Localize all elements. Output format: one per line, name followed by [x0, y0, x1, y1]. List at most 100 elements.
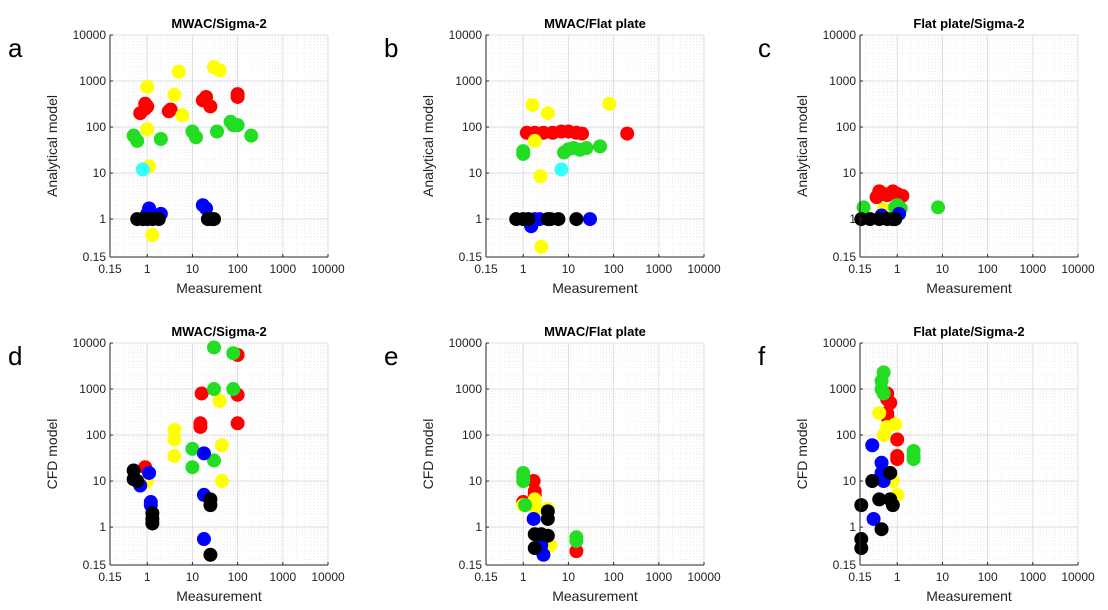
plot-area: [486, 343, 704, 565]
data-point: [890, 432, 905, 447]
x-tick-label: 0.15: [98, 570, 122, 584]
grid: [859, 34, 1079, 258]
series-red: [869, 184, 910, 205]
data-point: [206, 382, 221, 397]
x-tick-label: 0.15: [848, 262, 872, 276]
y-tick-label: 1000: [79, 382, 106, 396]
x-axis-label: Measurement: [552, 280, 638, 296]
y-tick-label: 10000: [73, 336, 107, 350]
data-point: [230, 118, 245, 133]
panel-b: 0.15 1 10 100 1000 10000 0.15 1 10 100 1000 10000 MW…: [384, 16, 721, 296]
data-point: [140, 99, 155, 114]
x-tick-label: 100: [604, 570, 624, 584]
x-tick-label: 10: [936, 262, 950, 276]
x-tick-label: 1000: [1019, 262, 1046, 276]
series-green: [516, 465, 584, 548]
series-black: [130, 212, 221, 227]
data-point: [163, 102, 178, 117]
data-point: [203, 99, 218, 114]
y-tick-label: 0.15: [833, 250, 857, 264]
data-point: [865, 474, 880, 489]
panel-d: 0.15 1 10 100 1000 10000 0.15 1 10 100 1000 10000 MW…: [8, 324, 345, 604]
data-point: [153, 131, 168, 146]
panel-letter: b: [384, 33, 398, 63]
panel-letter: d: [8, 341, 22, 371]
data-point: [230, 416, 245, 431]
data-point: [518, 498, 533, 513]
data-point: [214, 474, 229, 489]
y-tick-label: 1: [849, 212, 856, 226]
y-tick-label: 0.15: [83, 558, 107, 572]
data-point: [130, 133, 145, 148]
data-point: [854, 498, 869, 513]
data-point: [872, 492, 887, 507]
y-tick-label: 0.15: [833, 558, 857, 572]
data-point: [931, 200, 946, 215]
series-green: [516, 139, 608, 161]
x-tick-label: 1000: [645, 570, 672, 584]
y-axis-label: Analytical model: [420, 95, 436, 197]
series-green: [126, 114, 259, 148]
data-point: [142, 465, 157, 480]
x-tick-label: 10000: [687, 570, 721, 584]
x-tick-label: 10: [936, 570, 950, 584]
y-tick-label: 0.15: [83, 250, 107, 264]
data-point: [206, 212, 221, 227]
data-point: [906, 452, 921, 467]
x-tick-label: 1: [144, 570, 151, 584]
data-point: [226, 382, 241, 397]
series-black: [509, 212, 584, 227]
y-tick-label: 100: [462, 120, 482, 134]
y-tick-label: 1: [475, 212, 482, 226]
x-axis-label: Measurement: [926, 280, 1012, 296]
y-axis-label: CFD model: [44, 419, 60, 490]
series-green: [185, 340, 241, 475]
data-point: [874, 522, 889, 537]
x-tick-label: 10000: [1061, 262, 1095, 276]
data-point: [876, 365, 891, 380]
data-point: [185, 441, 200, 456]
data-point: [130, 474, 145, 489]
data-point: [579, 141, 594, 156]
data-point: [874, 455, 889, 470]
chart-title: MWAC/Flat plate: [544, 16, 646, 31]
data-point: [540, 511, 555, 526]
data-point: [885, 498, 900, 513]
x-tick-label: 100: [978, 570, 998, 584]
data-point: [575, 126, 590, 141]
panel-letter: e: [384, 341, 398, 371]
data-point: [135, 162, 150, 177]
panel-e: 0.15 1 10 100 1000 10000 0.15 1 10 100 1000 10000 MW…: [384, 324, 721, 604]
data-point: [876, 386, 891, 401]
data-point: [193, 416, 208, 431]
data-point: [140, 122, 155, 137]
data-point: [856, 200, 871, 215]
x-tick-label: 100: [228, 570, 248, 584]
series-red: [519, 124, 635, 141]
x-tick-label: 0.15: [848, 570, 872, 584]
data-point: [145, 228, 160, 243]
data-point: [203, 498, 218, 513]
x-tick-label: 10000: [311, 570, 345, 584]
x-tick-label: 1: [144, 262, 151, 276]
series-red: [138, 347, 245, 475]
data-point: [212, 63, 227, 78]
y-tick-label: 10: [93, 474, 107, 488]
y-tick-label: 100: [462, 428, 482, 442]
y-tick-label: 100: [836, 120, 856, 134]
y-axis-label: Analytical model: [794, 95, 810, 197]
x-tick-label: 10: [562, 262, 576, 276]
data-point: [516, 474, 531, 489]
y-tick-label: 10: [843, 166, 857, 180]
y-tick-label: 10000: [449, 336, 483, 350]
plot-area: [110, 343, 328, 565]
series-yellow: [525, 96, 617, 254]
y-tick-label: 1: [475, 520, 482, 534]
data-point: [521, 212, 536, 227]
series-black: [527, 504, 555, 556]
x-tick-label: 1: [894, 570, 901, 584]
data-point: [145, 516, 160, 531]
data-point: [167, 432, 182, 447]
data-point: [151, 212, 166, 227]
x-tick-label: 1: [894, 262, 901, 276]
